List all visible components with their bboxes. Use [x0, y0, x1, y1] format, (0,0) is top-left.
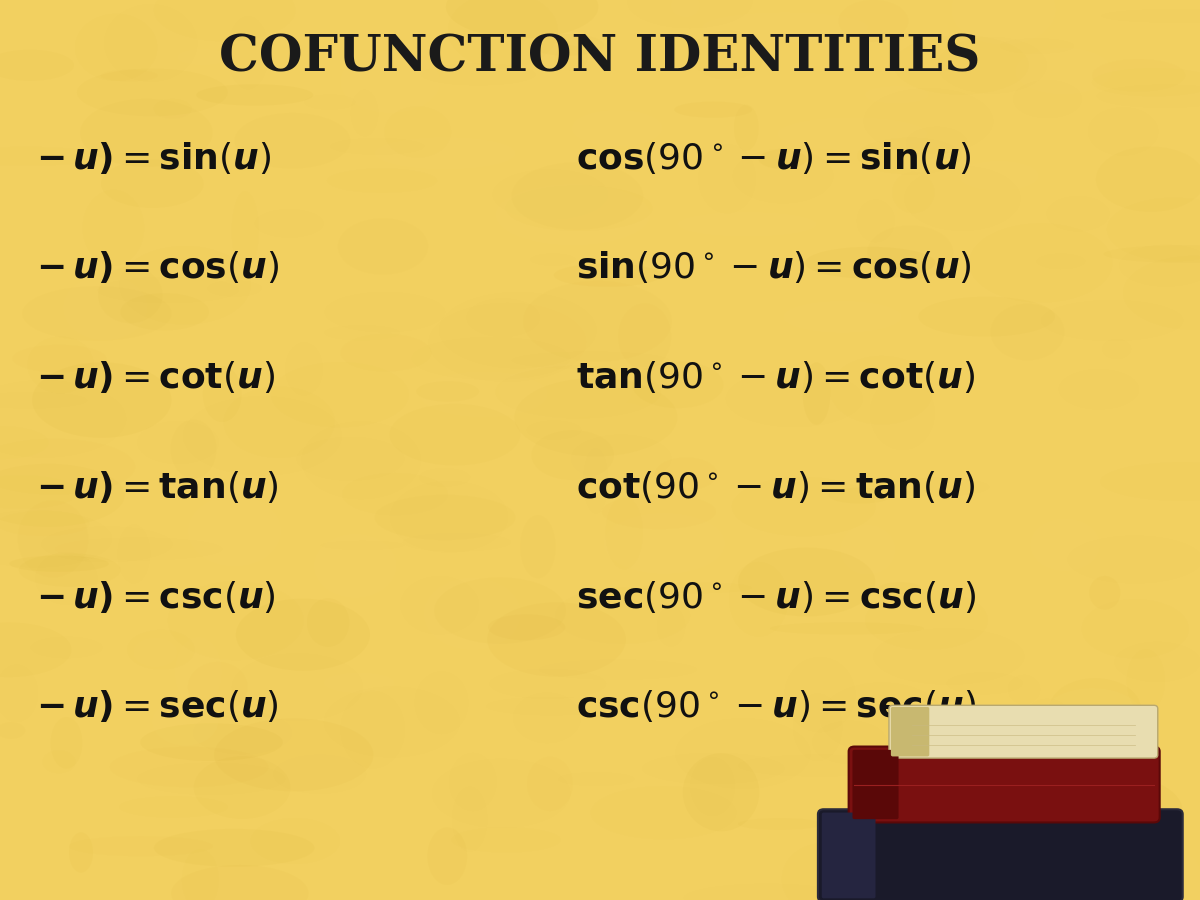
Ellipse shape — [1104, 246, 1200, 263]
Text: $\mathbf{csc}(90^\circ - \boldsymbol{u}) = \mathbf{sec}(\boldsymbol{u})$: $\mathbf{csc}(90^\circ - \boldsymbol{u})… — [576, 688, 976, 724]
Ellipse shape — [420, 372, 547, 418]
Ellipse shape — [643, 582, 752, 593]
Text: $\mathbf{sin}(90^\circ - \boldsymbol{u}) = \mathbf{cos}(\boldsymbol{u})$: $\mathbf{sin}(90^\circ - \boldsymbol{u})… — [576, 249, 972, 285]
Ellipse shape — [324, 672, 395, 693]
Ellipse shape — [1092, 68, 1200, 96]
Ellipse shape — [976, 770, 1032, 835]
Ellipse shape — [770, 622, 924, 634]
Ellipse shape — [894, 35, 1028, 94]
FancyBboxPatch shape — [852, 750, 899, 819]
Ellipse shape — [972, 736, 1022, 788]
Ellipse shape — [119, 796, 228, 817]
Ellipse shape — [154, 829, 314, 867]
Ellipse shape — [683, 753, 760, 832]
Ellipse shape — [496, 184, 650, 245]
Ellipse shape — [196, 85, 313, 105]
Ellipse shape — [0, 464, 125, 526]
Ellipse shape — [829, 488, 892, 503]
Ellipse shape — [424, 578, 521, 650]
Ellipse shape — [0, 623, 71, 677]
Ellipse shape — [1037, 774, 1182, 848]
Ellipse shape — [28, 337, 94, 393]
FancyBboxPatch shape — [818, 809, 1183, 900]
Ellipse shape — [120, 293, 209, 330]
Ellipse shape — [10, 555, 109, 572]
Ellipse shape — [374, 138, 515, 169]
Text: $\mathbf{-\,}\boldsymbol{u}\mathbf{)} = \mathbf{tan}(\boldsymbol{u})$: $\mathbf{-\,}\boldsymbol{u}\mathbf{)} = … — [36, 469, 278, 505]
Ellipse shape — [19, 554, 120, 587]
Ellipse shape — [446, 0, 599, 39]
Ellipse shape — [1127, 649, 1165, 713]
FancyBboxPatch shape — [889, 706, 1158, 758]
Ellipse shape — [1042, 688, 1144, 748]
Text: $\mathbf{-\,}\boldsymbol{u}\mathbf{)} = \mathbf{cot}(\boldsymbol{u})$: $\mathbf{-\,}\boldsymbol{u}\mathbf{)} = … — [36, 359, 275, 395]
Text: $\mathbf{cos}(90^\circ - \boldsymbol{u}) = \mathbf{sin}(\boldsymbol{u})$: $\mathbf{cos}(90^\circ - \boldsymbol{u})… — [576, 140, 972, 176]
Text: $\mathbf{tan}(90^\circ - \boldsymbol{u}) = \mathbf{cot}(\boldsymbol{u})$: $\mathbf{tan}(90^\circ - \boldsymbol{u})… — [576, 359, 976, 395]
Text: $\mathbf{-\,}\boldsymbol{u}\mathbf{)} = \mathbf{cos}(\boldsymbol{u})$: $\mathbf{-\,}\boldsymbol{u}\mathbf{)} = … — [36, 249, 280, 285]
Ellipse shape — [101, 159, 204, 208]
Ellipse shape — [152, 698, 218, 746]
FancyBboxPatch shape — [890, 707, 929, 756]
Text: $\mathbf{-\,}\boldsymbol{u}\mathbf{)} = \mathbf{csc}(\boldsymbol{u})$: $\mathbf{-\,}\boldsymbol{u}\mathbf{)} = … — [36, 579, 276, 615]
Ellipse shape — [678, 212, 816, 237]
Ellipse shape — [203, 366, 241, 422]
Ellipse shape — [236, 598, 370, 670]
Ellipse shape — [140, 724, 283, 761]
Ellipse shape — [505, 185, 653, 231]
Text: $\mathbf{sec}(90^\circ - \boldsymbol{u}) = \mathbf{csc}(\boldsymbol{u})$: $\mathbf{sec}(90^\circ - \boldsymbol{u})… — [576, 579, 976, 615]
FancyBboxPatch shape — [822, 813, 876, 898]
Ellipse shape — [805, 247, 935, 279]
Ellipse shape — [952, 0, 1056, 44]
FancyBboxPatch shape — [848, 747, 1159, 823]
Text: $\mathbf{-\,}\boldsymbol{u}\mathbf{)} = \mathbf{sin}(\boldsymbol{u})$: $\mathbf{-\,}\boldsymbol{u}\mathbf{)} = … — [36, 140, 271, 176]
Ellipse shape — [893, 804, 986, 848]
Ellipse shape — [803, 363, 830, 425]
Ellipse shape — [515, 378, 678, 456]
Ellipse shape — [730, 562, 788, 636]
Text: $\mathbf{-\,}\boldsymbol{u}\mathbf{)} = \mathbf{sec}(\boldsymbol{u})$: $\mathbf{-\,}\boldsymbol{u}\mathbf{)} = … — [36, 688, 278, 724]
Ellipse shape — [1049, 679, 1141, 740]
Ellipse shape — [970, 223, 1112, 302]
Ellipse shape — [758, 149, 806, 169]
Ellipse shape — [76, 14, 157, 81]
Text: $\mathbf{cot}(90^\circ - \boldsymbol{u}) = \mathbf{tan}(\boldsymbol{u})$: $\mathbf{cot}(90^\circ - \boldsymbol{u})… — [576, 469, 976, 505]
Text: COFUNCTION IDENTITIES: COFUNCTION IDENTITIES — [220, 34, 980, 83]
Ellipse shape — [865, 86, 929, 104]
